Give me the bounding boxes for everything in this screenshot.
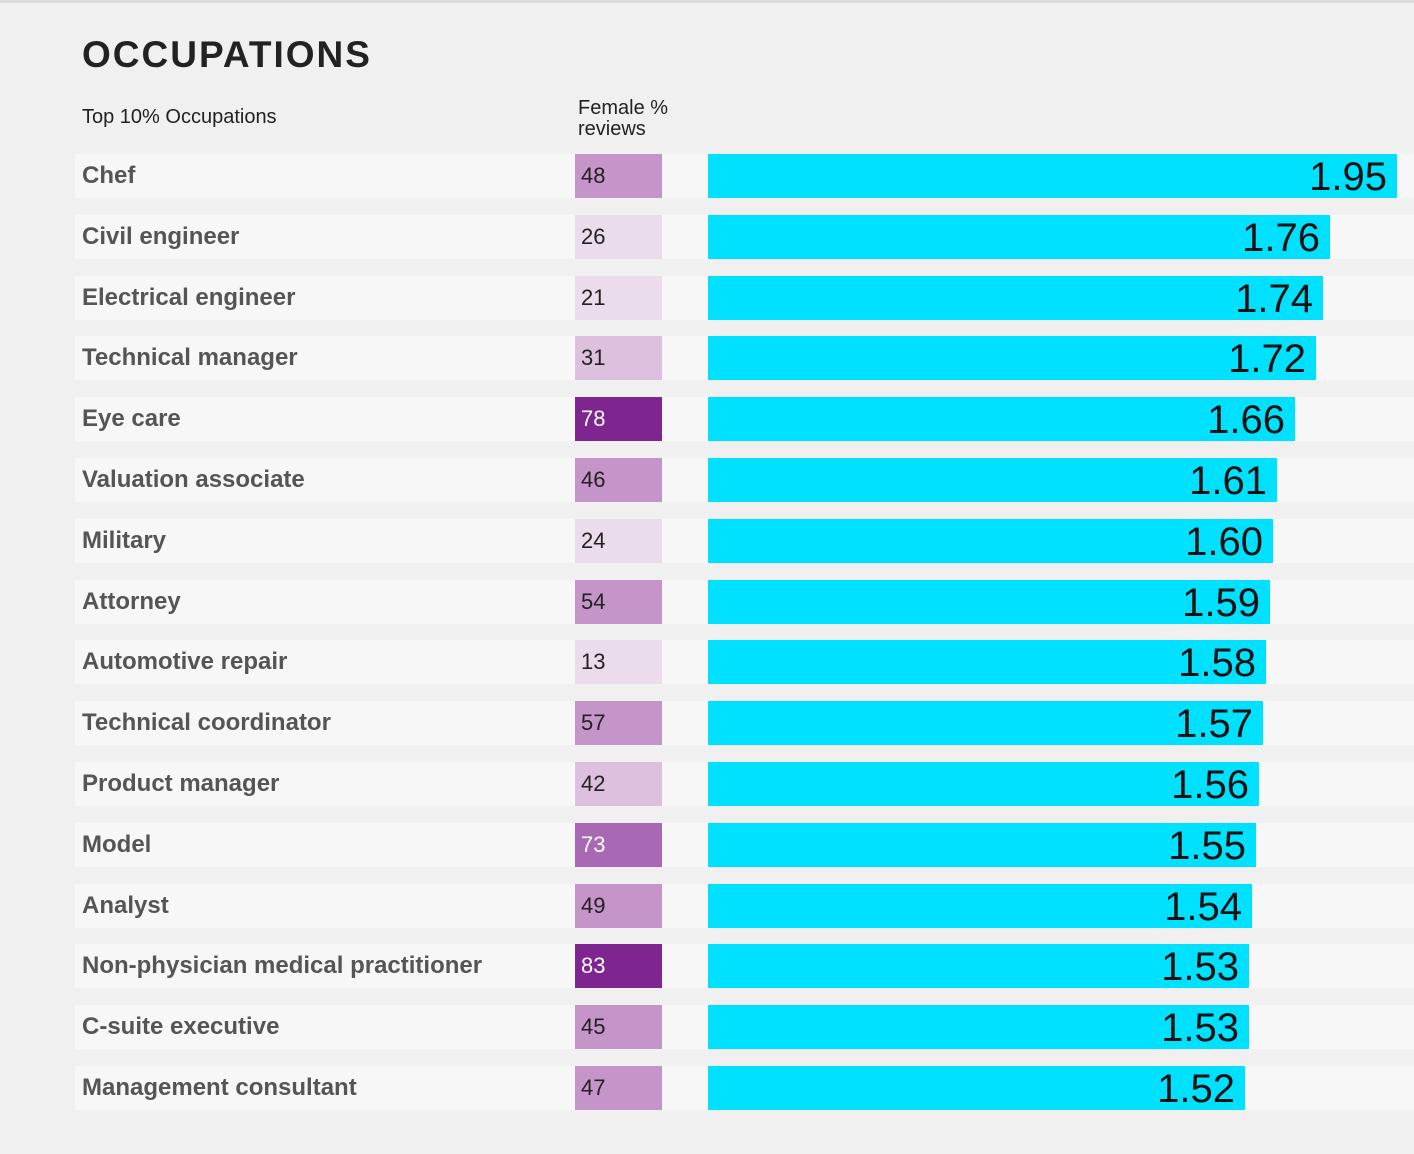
occupation-label: Electrical engineer xyxy=(82,284,296,311)
chart-title: OCCUPATIONS xyxy=(82,34,372,75)
female-pct-cell: 31 xyxy=(575,336,662,380)
value-label: 1.57 xyxy=(1175,702,1253,746)
table-row: Military 24 1.60 xyxy=(0,519,1414,564)
top-border xyxy=(0,0,1414,3)
table-row: Technical coordinator 57 1.57 xyxy=(0,701,1414,746)
table-row: Automotive repair 13 1.58 xyxy=(0,640,1414,685)
value-label: 1.60 xyxy=(1185,520,1263,564)
female-pct-cell: 13 xyxy=(575,640,662,684)
value-label: 1.53 xyxy=(1161,945,1239,989)
occupations-column-header: Top 10% Occupations xyxy=(82,106,277,128)
value-bar xyxy=(708,397,1295,441)
value-label: 1.95 xyxy=(1309,155,1387,199)
female-pct-cell: 45 xyxy=(575,1005,662,1049)
table-row: Product manager 42 1.56 xyxy=(0,762,1414,807)
occupation-label: Military xyxy=(82,527,167,554)
female-pct-cell: 24 xyxy=(575,519,662,563)
table-row: Analyst 49 1.54 xyxy=(0,884,1414,929)
value-bar xyxy=(708,336,1316,380)
value-bar xyxy=(708,944,1249,988)
table-row: Non-physician medical practitioner 83 1.53 xyxy=(0,944,1414,989)
value-label: 1.76 xyxy=(1242,216,1320,260)
value-bar xyxy=(708,640,1266,684)
table-row: C-suite executive 45 1.53 xyxy=(0,1005,1414,1050)
female-pct-cell: 54 xyxy=(575,580,662,624)
occupation-label: Valuation associate xyxy=(82,466,305,493)
female-pct-cell: 21 xyxy=(575,276,662,320)
value-label: 1.52 xyxy=(1157,1067,1235,1111)
female-header-line-1: Female % xyxy=(578,97,669,119)
occupation-label: Automotive repair xyxy=(82,648,288,675)
value-label: 1.58 xyxy=(1178,641,1256,685)
female-pct-cell: 48 xyxy=(575,154,662,198)
table-row: Attorney 54 1.59 xyxy=(0,580,1414,625)
female-reviews-column-header: Female % reviews xyxy=(578,98,698,140)
table-row: Valuation associate 46 1.61 xyxy=(0,458,1414,503)
value-label: 1.59 xyxy=(1182,581,1260,625)
female-pct-cell: 83 xyxy=(575,944,662,988)
value-bar xyxy=(708,276,1323,320)
female-pct-cell: 26 xyxy=(575,215,662,259)
value-bar xyxy=(708,519,1273,563)
occupation-label: Civil engineer xyxy=(82,223,240,250)
female-pct-cell: 73 xyxy=(575,823,662,867)
female-pct-cell: 49 xyxy=(575,884,662,928)
female-pct-cell: 42 xyxy=(575,762,662,806)
value-label: 1.74 xyxy=(1235,277,1313,321)
value-bar xyxy=(708,154,1397,198)
value-label: 1.66 xyxy=(1207,398,1285,442)
occupation-label: Non-physician medical practitioner xyxy=(82,952,483,979)
value-label: 1.72 xyxy=(1228,337,1306,381)
female-header-line-2: reviews xyxy=(578,118,646,140)
occupation-label: Technical coordinator xyxy=(82,709,331,736)
occupation-label: Attorney xyxy=(82,588,181,615)
female-pct-cell: 47 xyxy=(575,1066,662,1110)
value-bar xyxy=(708,762,1259,806)
occupation-label: Eye care xyxy=(82,405,181,432)
value-bar xyxy=(708,1005,1249,1049)
value-bar xyxy=(708,823,1256,867)
occupation-label: Analyst xyxy=(82,892,169,919)
occupation-label: Product manager xyxy=(82,770,280,797)
occupation-label: Model xyxy=(82,831,152,858)
table-row: Chef 48 1.95 xyxy=(0,154,1414,199)
value-label: 1.53 xyxy=(1161,1006,1239,1050)
table-row: Civil engineer 26 1.76 xyxy=(0,215,1414,260)
table-row: Model 73 1.55 xyxy=(0,823,1414,868)
occupation-label: Technical manager xyxy=(82,344,298,371)
value-bar xyxy=(708,580,1270,624)
table-row: Eye care 78 1.66 xyxy=(0,397,1414,442)
female-pct-cell: 46 xyxy=(575,458,662,502)
female-pct-cell: 78 xyxy=(575,397,662,441)
value-bar xyxy=(708,1066,1245,1110)
table-row: Technical manager 31 1.72 xyxy=(0,336,1414,381)
value-label: 1.54 xyxy=(1164,885,1242,929)
value-bar xyxy=(708,215,1330,259)
occupation-label: Chef xyxy=(82,162,136,189)
value-bar xyxy=(708,701,1263,745)
table-row: Electrical engineer 21 1.74 xyxy=(0,276,1414,321)
value-bar xyxy=(708,884,1252,928)
value-label: 1.56 xyxy=(1171,763,1249,807)
value-label: 1.61 xyxy=(1189,459,1267,503)
occupation-label: Management consultant xyxy=(82,1074,357,1101)
table-row: Management consultant 47 1.52 xyxy=(0,1066,1414,1111)
value-label: 1.55 xyxy=(1168,824,1246,868)
female-pct-cell: 57 xyxy=(575,701,662,745)
occupation-label: C-suite executive xyxy=(82,1013,280,1040)
value-bar xyxy=(708,458,1277,502)
